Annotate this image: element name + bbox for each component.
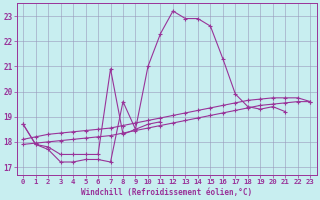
X-axis label: Windchill (Refroidissement éolien,°C): Windchill (Refroidissement éolien,°C) xyxy=(81,188,252,197)
